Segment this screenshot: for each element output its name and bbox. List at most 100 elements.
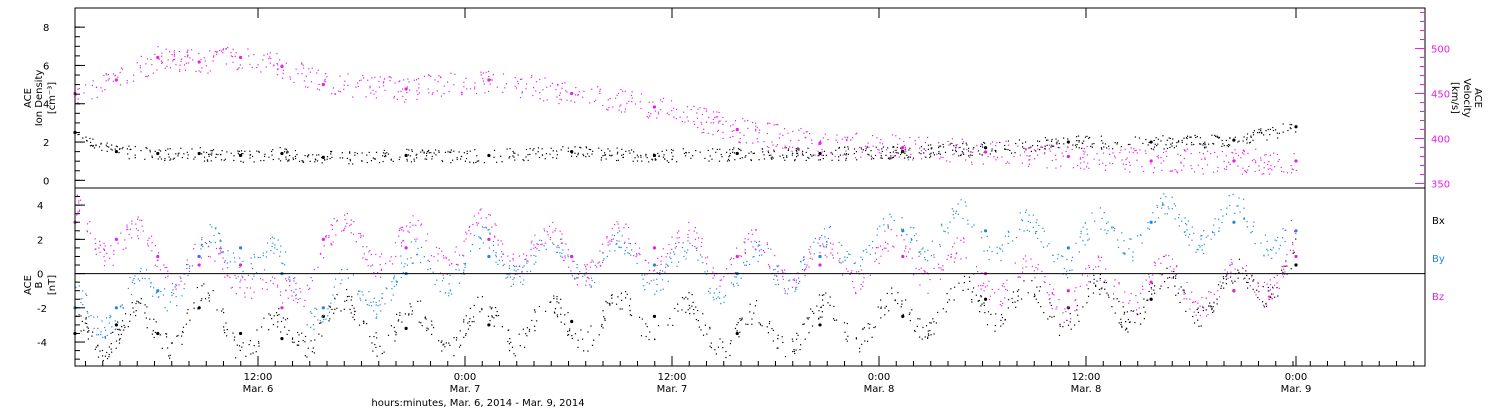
- scatter-dot: [893, 246, 895, 248]
- scatter-dot: [1028, 230, 1031, 232]
- scatter-dot: [249, 287, 252, 289]
- scatter-dot: [1002, 323, 1004, 325]
- scatter-dot: [299, 287, 301, 290]
- scatter-dot: [508, 265, 510, 267]
- scatter-dot: [92, 80, 94, 82]
- scatter-dot: [1168, 137, 1170, 139]
- scatter-dot: [960, 154, 962, 156]
- scatter-dot: [900, 147, 902, 149]
- scatter-dot: [1276, 153, 1279, 156]
- scatter-dot: [506, 276, 509, 278]
- scatter-dot: [623, 227, 625, 229]
- scatter-dot: [386, 152, 388, 154]
- scatter-dot: [864, 340, 866, 342]
- scatter-dot: [343, 308, 345, 310]
- scatter-dot: [729, 342, 732, 345]
- scatter-dot: [860, 256, 862, 258]
- scatter-dot: [443, 257, 445, 259]
- scatter-dot: [769, 122, 771, 125]
- scatter-dot: [805, 159, 807, 162]
- scatter-dot: [276, 62, 278, 65]
- scatter-dot: [950, 256, 952, 258]
- scatter-dot: [571, 335, 573, 337]
- scatter-dot: [297, 331, 299, 334]
- scatter-dot: [1075, 287, 1077, 289]
- scatter-dot: [702, 313, 704, 315]
- scatter-dot: [128, 233, 130, 236]
- scatter-dot: [662, 248, 664, 250]
- scatter-dot: [365, 258, 367, 260]
- scatter-dot: [1269, 289, 1272, 291]
- scatter-dot: [611, 302, 613, 304]
- scatter-dot: [309, 287, 311, 289]
- scatter-dot: [206, 159, 209, 161]
- scatter-dot: [1036, 140, 1039, 142]
- scatter-dot: [1202, 305, 1204, 307]
- scatter-dot: [1266, 240, 1268, 243]
- scatter-dot: [1007, 299, 1010, 301]
- scatter-dot: [1183, 165, 1185, 167]
- scatter-dot: [154, 53, 156, 56]
- scatter-dot: [135, 302, 137, 305]
- scatter-dot: [508, 343, 511, 345]
- scatter-dot: [253, 54, 255, 56]
- scatter-dot: [959, 146, 961, 149]
- scatter-dot: [645, 153, 647, 155]
- scatter-dot: [1044, 281, 1046, 284]
- scatter-dot: [573, 260, 575, 263]
- scatter-dot: [1127, 318, 1129, 321]
- scatter-dot: [308, 288, 310, 291]
- scatter-dot: [1177, 292, 1179, 294]
- scatter-dot: [361, 152, 363, 154]
- scatter-dot: [145, 317, 147, 319]
- scatter-dot: [507, 340, 509, 343]
- scatter-dot: [145, 63, 147, 65]
- scatter-dot: [1104, 143, 1107, 145]
- scatter-dot: [611, 227, 613, 230]
- scatter-dot: [986, 235, 988, 237]
- scatter-dot: [298, 334, 300, 336]
- scatter-dot: [97, 334, 100, 336]
- scatter-dot: [901, 149, 903, 151]
- scatter-dot: [576, 155, 578, 158]
- scatter-dot: [981, 272, 983, 274]
- scatter-dot: [154, 150, 156, 152]
- scatter-dot: [957, 203, 959, 205]
- scatter-dot: [776, 347, 778, 349]
- scatter-dot: [1265, 302, 1267, 305]
- scatter-dot: [734, 327, 737, 330]
- scatter-dot: [568, 266, 570, 268]
- scatter-dot: [698, 326, 700, 328]
- scatter-dot: [167, 275, 169, 277]
- scatter-dot: [706, 256, 709, 258]
- scatter-dot: [696, 249, 698, 251]
- scatter-dot: [1145, 279, 1147, 281]
- scatter-dot: [897, 292, 899, 294]
- scatter-dot: [440, 77, 442, 79]
- scatter-dot: [168, 156, 170, 158]
- scatter-dot: [538, 305, 541, 308]
- scatter-dot: [212, 290, 214, 292]
- scatter-dot: [653, 153, 655, 155]
- scatter-dot: [881, 143, 884, 145]
- scatter-dot: [187, 308, 189, 311]
- scatter-dot: [1137, 314, 1139, 316]
- scatter-dot: [1088, 264, 1090, 267]
- scatter-dot: [391, 281, 393, 283]
- scatter-dot: [616, 94, 618, 96]
- scatter-dot: [1267, 128, 1269, 131]
- scatter-dot: [1283, 265, 1285, 267]
- scatter-dot: [423, 75, 426, 77]
- scatter-dot: [1043, 281, 1045, 283]
- scatter-dot: [953, 261, 956, 263]
- scatter-dot: [92, 145, 94, 147]
- scatter-dot: [530, 242, 532, 244]
- scatter-dot: [373, 158, 376, 160]
- scatter-dot: [905, 299, 907, 301]
- scatter-dot: [805, 131, 807, 133]
- scatter-dot: [808, 157, 810, 159]
- scatter-dot: [480, 71, 482, 73]
- density-label-unit: [cm⁻³]: [47, 82, 58, 114]
- scatter-dot: [270, 150, 273, 153]
- scatter-dot: [969, 154, 971, 156]
